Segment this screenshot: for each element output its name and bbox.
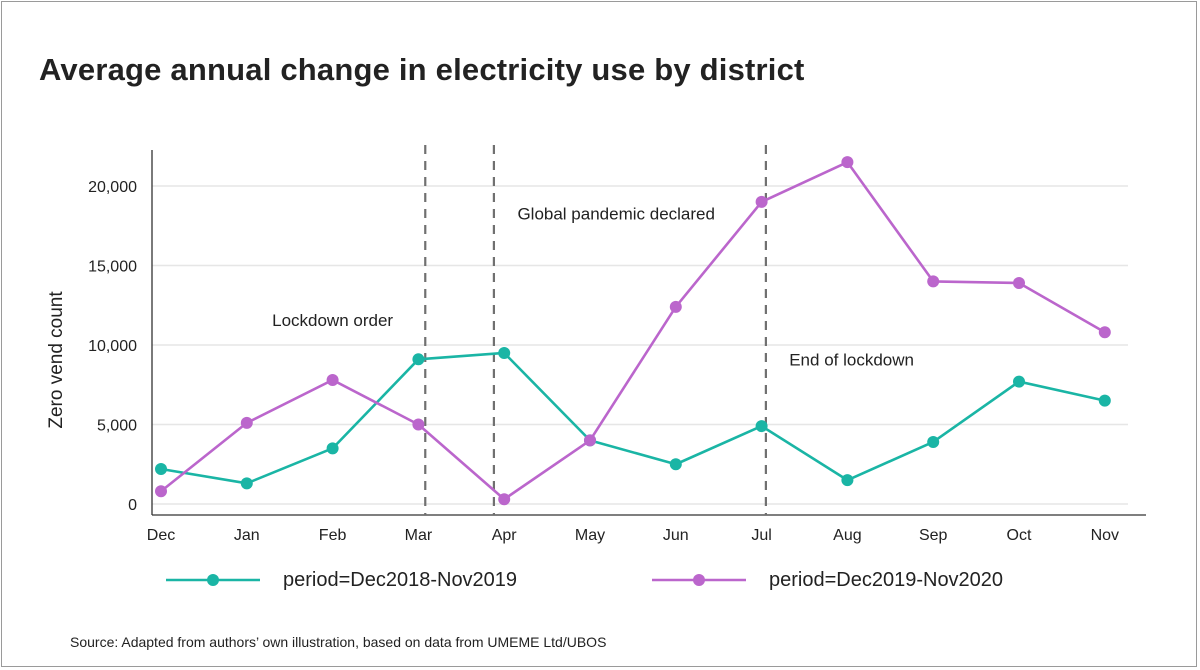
data-point [927, 435, 940, 448]
x-tick-label: Feb [319, 527, 347, 544]
source-note: Source: Adapted from authors’ own illust… [70, 634, 607, 650]
data-point [240, 416, 253, 429]
axes [151, 150, 1146, 516]
data-point [1013, 276, 1025, 289]
data-point [326, 373, 339, 386]
chart-title: Average annual change in electricity use… [39, 52, 805, 87]
data-point [498, 346, 511, 359]
legend-label: period=Dec2018-Nov2019 [283, 569, 517, 591]
y-tick-label: 5,000 [97, 418, 137, 435]
legend-marker [693, 574, 705, 586]
series-line [160, 351, 1106, 485]
data-point [841, 474, 854, 487]
legend-label: period=Dec2019-Nov2020 [769, 569, 1003, 591]
data-point [498, 493, 511, 506]
data-point [755, 420, 768, 433]
y-tick-label: 15,000 [88, 259, 137, 276]
x-tick-label: Dec [147, 527, 175, 544]
data-point [412, 418, 425, 431]
annotation-label: Lockdown order [272, 311, 393, 330]
data-point [1098, 394, 1111, 407]
annotation-label: End of lockdown [789, 351, 914, 370]
x-tick-label: Jul [751, 527, 771, 544]
x-tick-label: Jun [663, 527, 689, 544]
tick-labels: 0 5,000 10,000 15,000 20,000 Dec Jan Feb Mar Apr M… [46, 179, 1119, 544]
legend-marker [207, 574, 219, 586]
y-tick-label: 0 [128, 497, 137, 514]
x-tick-label: Aug [833, 527, 861, 544]
annotations: Lockdown order Global pandemic declared En… [272, 204, 914, 369]
data-point [584, 434, 596, 447]
data-point [841, 156, 854, 169]
x-tick-label: May [575, 527, 605, 544]
event-lines [424, 145, 767, 515]
grid-lines [152, 185, 1128, 505]
data-point [155, 463, 167, 476]
data-point [669, 458, 682, 471]
data-point [326, 442, 339, 455]
data-point [1013, 375, 1025, 388]
x-tick-label: Oct [1007, 527, 1032, 544]
series-layer [155, 156, 1111, 506]
y-tick-label: 20,000 [88, 179, 137, 196]
series-line [160, 160, 1106, 501]
x-tick-label: Apr [492, 527, 518, 544]
legend: period=Dec2018-Nov2019 period=Dec2019-Nov… [166, 569, 1003, 591]
y-tick-label: 10,000 [88, 338, 137, 355]
data-point [155, 485, 167, 498]
data-point [669, 300, 682, 313]
x-tick-label: Jan [234, 527, 260, 544]
data-point [927, 275, 940, 288]
data-point [755, 195, 768, 208]
data-point [1098, 326, 1111, 339]
y-axis-label: Zero vend count [46, 291, 67, 429]
x-tick-label: Mar [405, 527, 433, 544]
x-tick-label: Sep [919, 527, 948, 544]
data-point [412, 353, 425, 366]
x-tick-label: Nov [1091, 527, 1119, 544]
data-point [240, 477, 253, 490]
annotation-label: Global pandemic declared [517, 204, 715, 223]
